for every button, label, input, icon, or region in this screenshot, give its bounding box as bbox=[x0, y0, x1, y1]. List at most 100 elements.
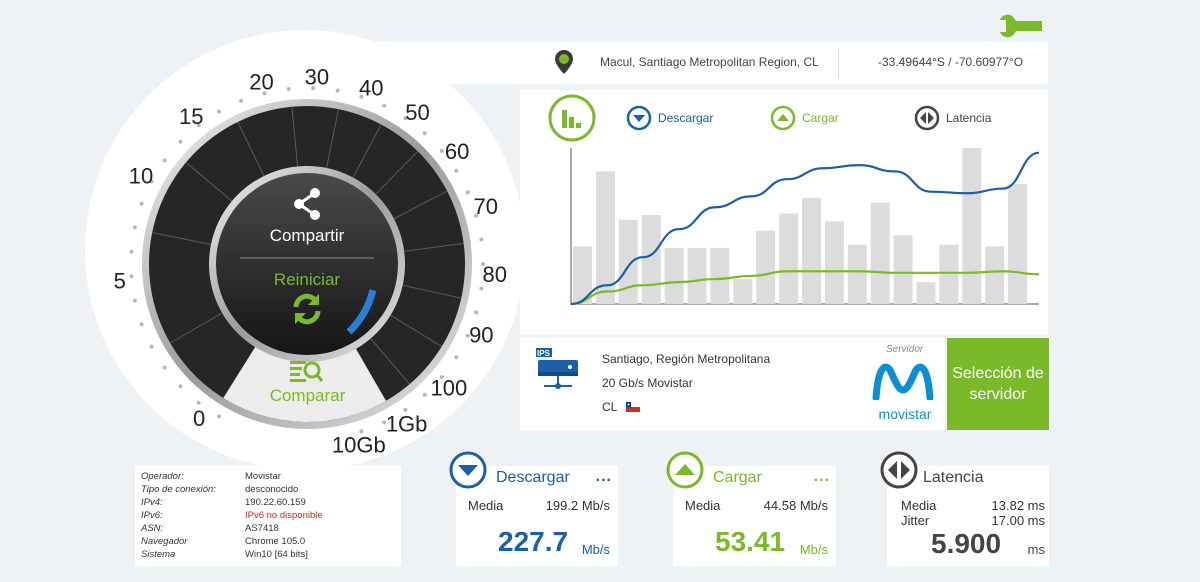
gauge-tick bbox=[474, 310, 479, 315]
upload-value: 53.41 bbox=[715, 526, 786, 557]
wrench-icon[interactable] bbox=[998, 14, 1044, 38]
gauge-scale-label: 0 bbox=[193, 406, 205, 431]
latency-icon bbox=[914, 105, 940, 131]
chart-bar bbox=[985, 246, 1005, 304]
upload-arrow-icon bbox=[770, 105, 796, 131]
upload-avg-value: 44.58 Mb/s bbox=[763, 498, 828, 513]
chart-bar bbox=[618, 219, 638, 304]
speed-chart-panel: Descargar Cargar Latencia bbox=[520, 90, 1048, 334]
info-value: desconocido bbox=[245, 484, 299, 495]
select-server-button[interactable]: Selección de servidor bbox=[947, 338, 1049, 430]
gauge-scale-label: 50 bbox=[405, 100, 429, 125]
server-city: Santiago, Región Metropolitana bbox=[602, 352, 771, 366]
latency-icon bbox=[880, 451, 918, 489]
bar-chart-icon[interactable] bbox=[547, 93, 597, 143]
compare-label: Comparar bbox=[269, 386, 346, 405]
jitter-value: 17.00 ms bbox=[991, 513, 1045, 528]
legend-latency[interactable]: Latencia bbox=[914, 104, 991, 132]
upload-more-button[interactable]: ... bbox=[813, 468, 830, 485]
legend-download[interactable]: Descargar bbox=[626, 104, 713, 132]
gauge-tick bbox=[311, 86, 316, 91]
gauge-tick bbox=[454, 355, 459, 360]
gauge-tick bbox=[465, 190, 470, 195]
upload-unit: Mb/s bbox=[799, 542, 828, 557]
server-isp: 20 Gb/s Movistar bbox=[602, 376, 693, 390]
gauge-tick bbox=[217, 109, 221, 114]
gauge-scale-label: 15 bbox=[179, 104, 203, 129]
chart-bar bbox=[595, 171, 615, 304]
info-value: Movistar bbox=[245, 471, 281, 482]
gauge-tick bbox=[422, 392, 427, 397]
info-row: IPv6: IPv6 no disponible bbox=[141, 510, 401, 523]
location-bar: Macul, Santiago Metropolitan Region, CL … bbox=[360, 42, 1048, 84]
chart-bar bbox=[893, 235, 913, 304]
gauge-tick bbox=[335, 88, 340, 93]
compare-button[interactable]: Comparar bbox=[250, 356, 365, 410]
info-value: AS7418 bbox=[245, 523, 279, 534]
chart-bar bbox=[870, 202, 890, 304]
gauge-tick bbox=[382, 420, 387, 425]
gauge-scale-label: 90 bbox=[469, 322, 493, 347]
info-key: IPv4: bbox=[141, 497, 163, 508]
info-row: Sistema Win10 [64 bits] bbox=[141, 549, 401, 562]
download-value: 227.7 bbox=[498, 526, 569, 557]
gauge-scale-label: 1Gb bbox=[386, 411, 428, 436]
legend-upload[interactable]: Cargar bbox=[770, 104, 839, 132]
gauge-scale-label: 70 bbox=[474, 194, 498, 219]
download-avg-label: Media bbox=[468, 498, 504, 513]
chart-bar bbox=[824, 221, 844, 304]
gauge-tick bbox=[239, 98, 244, 103]
gauge-tick bbox=[479, 237, 484, 242]
server-panel: IPS Santiago, Región Metropolitana 20 Gb… bbox=[520, 338, 945, 430]
info-key: IPv6: bbox=[141, 510, 163, 521]
restart-button[interactable]: Reiniciar bbox=[257, 268, 357, 332]
info-row: Tipo de conexión: desconocido bbox=[141, 484, 401, 497]
download-more-button[interactable]: ... bbox=[595, 468, 612, 485]
speed-chart bbox=[570, 148, 1040, 306]
compare-icon bbox=[290, 361, 324, 382]
download-avg-value: 199.2 Mb/s bbox=[545, 498, 610, 513]
gauge-tick bbox=[132, 225, 137, 230]
gauge-tick bbox=[196, 123, 201, 128]
download-arrow-icon bbox=[449, 451, 487, 489]
gauge-tick bbox=[132, 298, 137, 303]
share-button[interactable]: Compartir bbox=[257, 186, 357, 250]
chart-bar bbox=[847, 244, 867, 304]
upload-avg-label: Media bbox=[685, 498, 721, 513]
location-name: Macul, Santiago Metropolitan Region, CL bbox=[600, 55, 819, 69]
gauge-tick bbox=[286, 86, 291, 91]
latency-value: 5.900 bbox=[931, 528, 1002, 559]
download-series-line bbox=[570, 151, 1040, 306]
latency-avg-label: Media bbox=[901, 498, 937, 513]
chart-bar bbox=[573, 246, 592, 304]
movistar-logo bbox=[872, 363, 934, 400]
share-icon bbox=[294, 188, 320, 220]
gauge-tick bbox=[149, 179, 154, 184]
gauge-tick bbox=[403, 407, 408, 412]
gauge-tick bbox=[454, 168, 459, 173]
upload-series-line bbox=[570, 270, 1040, 306]
download-result-card: Descargar ... Media 199.2 Mb/s 227.7 Mb/… bbox=[449, 451, 618, 566]
latency-title: Latencia bbox=[923, 469, 984, 486]
info-row: ASN: AS7418 bbox=[141, 523, 401, 536]
ips-label: IPS bbox=[537, 349, 551, 358]
gauge-tick bbox=[474, 213, 479, 218]
gauge-scale-label: 10 bbox=[129, 164, 153, 189]
gauge-tick bbox=[178, 384, 183, 389]
info-value: IPv6 no disponible bbox=[245, 510, 323, 521]
gauge-tick bbox=[262, 91, 267, 96]
gauge-scale-label: 40 bbox=[359, 75, 383, 100]
gauge-tick bbox=[403, 116, 408, 121]
chart-bar bbox=[939, 244, 959, 304]
gauge-tick bbox=[162, 365, 167, 370]
info-row: IPv4: 190.22.60.159 bbox=[141, 497, 401, 510]
latency-result-card: Latencia Media 13.82 ms Jitter 17.00 ms … bbox=[880, 451, 1049, 566]
download-title: Descargar bbox=[496, 469, 570, 486]
gauge-scale-label: 60 bbox=[445, 139, 469, 164]
download-arrow-icon bbox=[626, 105, 652, 131]
gauge-tick bbox=[139, 322, 144, 327]
info-row: Navegador Chrome 105.0 bbox=[141, 536, 401, 549]
map-pin-icon bbox=[555, 50, 573, 74]
chart-bar bbox=[687, 247, 707, 304]
